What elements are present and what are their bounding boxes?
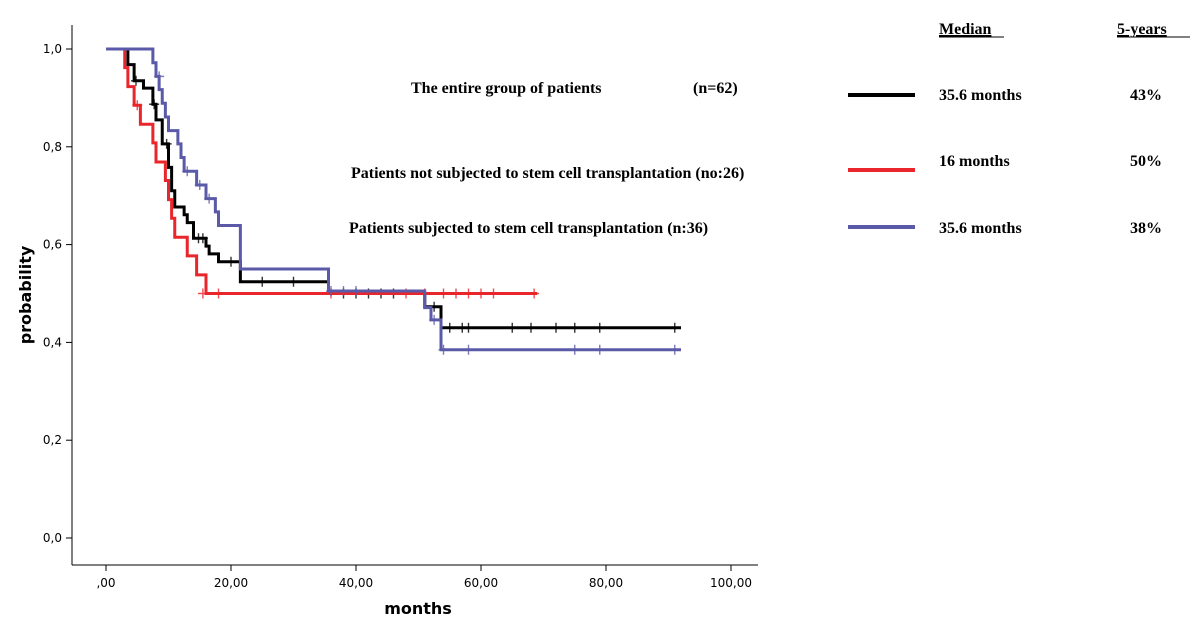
censor-mark-0 xyxy=(149,99,160,110)
censor-mark-1 xyxy=(438,288,449,299)
x-tick-label: 40,00 xyxy=(339,576,373,590)
legend-median-entire: 35.6 months xyxy=(939,87,1022,104)
censor-mark-0 xyxy=(551,322,561,333)
censor-mark-0 xyxy=(444,322,455,333)
y-tick-label: 0,0 xyxy=(43,531,62,545)
y-tick-label: 1,0 xyxy=(43,42,62,56)
y-tick-label: 0,8 xyxy=(43,140,62,154)
censor-mark-1 xyxy=(529,288,540,299)
x-tick-label: 60,00 xyxy=(464,576,498,590)
annotation-entire-group: The entire group of patients xyxy=(411,80,602,97)
x-ticks: ,00 20,00 40,00 60,00 80,00 100,00 xyxy=(96,565,752,590)
censor-mark-2 xyxy=(338,286,349,297)
legend-5year-entire: 43% xyxy=(1130,87,1162,104)
censor-mark-2 xyxy=(194,179,205,190)
censor-mark-0 xyxy=(594,322,605,333)
legend-5year-header: 5-years xyxy=(1117,21,1167,38)
censor-mark-1 xyxy=(197,288,208,299)
y-tick-label: 0,4 xyxy=(43,335,62,349)
censor-mark-0 xyxy=(131,75,141,86)
x-tick-label: 20,00 xyxy=(214,576,248,590)
censor-mark-0 xyxy=(526,322,536,333)
censor-mark-0 xyxy=(507,322,518,333)
legend-5year-no-transplant: 50% xyxy=(1130,153,1162,170)
legend: Median 5-years 35.6 months 43% 16 months… xyxy=(848,21,1190,237)
x-axis-title: months xyxy=(384,599,452,618)
y-axis-title: probability xyxy=(16,245,35,344)
censor-mark-2 xyxy=(429,314,440,325)
censor-mark-0 xyxy=(226,256,236,267)
censor-mark-2 xyxy=(182,166,193,177)
legend-5year-transplant: 38% xyxy=(1130,220,1162,237)
legend-median-header: Median xyxy=(939,21,992,38)
legend-median-transplant: 35.6 months xyxy=(939,220,1022,237)
censor-mark-0 xyxy=(257,276,268,287)
censor-mark-2 xyxy=(326,286,336,297)
y-tick-label: 0,2 xyxy=(43,433,62,447)
censor-mark-0 xyxy=(161,138,172,149)
censor-mark-2 xyxy=(569,344,580,355)
annotation-entire-group-n: (n=62) xyxy=(693,80,738,97)
axes xyxy=(71,25,758,566)
censor-mark-1 xyxy=(213,288,224,299)
series-layer xyxy=(106,47,681,355)
x-tick-label: ,00 xyxy=(96,576,115,590)
censor-mark-2 xyxy=(204,193,215,204)
censor-mark-1 xyxy=(476,288,486,299)
censor-mark-2 xyxy=(438,344,449,355)
legend-median-no-transplant: 16 months xyxy=(939,153,1010,170)
censor-mark-2 xyxy=(463,344,474,355)
series-line-1 xyxy=(106,47,538,295)
censor-mark-2 xyxy=(669,344,680,355)
annotation-no-transplant: Patients not subjected to stem cell tran… xyxy=(351,165,744,182)
y-tick-label: 0,6 xyxy=(43,238,62,252)
censor-mark-1 xyxy=(488,288,499,299)
censor-mark-0 xyxy=(197,233,208,244)
annotation-transplant: Patients subjected to stem cell transpla… xyxy=(349,220,708,237)
censor-mark-1 xyxy=(463,288,474,299)
censor-mark-2 xyxy=(351,286,361,297)
censor-mark-0 xyxy=(569,322,580,333)
censor-mark-1 xyxy=(451,288,461,299)
censor-mark-2 xyxy=(594,344,605,355)
censor-mark-1 xyxy=(132,100,143,111)
censor-mark-2 xyxy=(154,71,165,82)
censor-mark-0 xyxy=(288,276,299,287)
x-tick-label: 100,00 xyxy=(710,576,752,590)
y-ticks: 0,0 0,2 0,4 0,6 0,8 1,0 xyxy=(43,42,72,545)
censor-mark-0 xyxy=(463,322,474,333)
x-tick-label: 80,00 xyxy=(589,576,623,590)
censor-mark-0 xyxy=(669,322,680,333)
series-line-0 xyxy=(106,47,681,330)
